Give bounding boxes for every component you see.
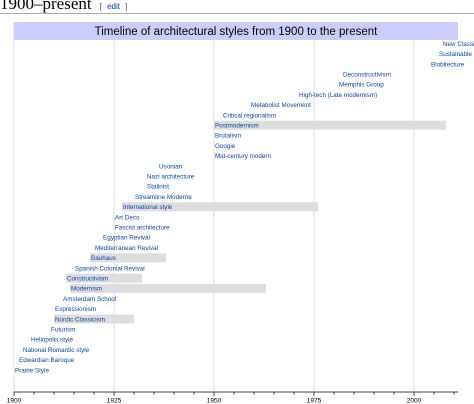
style-label-expressionism[interactable]: Expressionism — [55, 306, 96, 313]
edit-link[interactable]: edit — [107, 2, 120, 11]
section-heading: 1900–present [ edit ] — [0, 0, 128, 13]
tick-label-1900: 1900 — [7, 398, 22, 404]
style-label-spanish-colonial-revival[interactable]: Spanish Colonial Revival — [75, 265, 145, 272]
style-label-edwardian-baroque[interactable]: Edwardian Baroque — [19, 357, 75, 364]
style-label-critical-regionalism[interactable]: Critical regionalism — [223, 112, 276, 119]
style-label-blobitecture[interactable]: Blobitecture — [431, 61, 465, 68]
duration-bar-postmodernism — [214, 120, 446, 130]
title-band-layer: Timeline of architectural styles from 19… — [14, 22, 458, 40]
style-label-postmodernism[interactable]: Postmodernism — [215, 123, 259, 130]
style-label-nordic-classicism[interactable]: Nordic Classicism — [55, 316, 105, 323]
style-label-national-romantic-style[interactable]: National Romantic style — [23, 347, 90, 354]
style-label-futurism[interactable]: Futurism — [51, 327, 76, 334]
style-label-brutalism[interactable]: Brutalism — [215, 133, 241, 140]
style-label-constructivism[interactable]: Constructivism — [67, 276, 108, 283]
style-label-modernism[interactable]: Modernism — [71, 286, 102, 293]
style-label-new-classical[interactable]: New Classical — [443, 41, 474, 48]
style-label-usonian[interactable]: Usonian — [159, 163, 183, 170]
tick-label-1950: 1950 — [207, 398, 222, 404]
tick-label-1925: 1925 — [107, 398, 122, 404]
duration-bar-constructivism — [66, 273, 142, 283]
style-label-fascist-architecture[interactable]: Fascist architecture — [115, 225, 170, 232]
duration-bar-bauhaus — [90, 253, 166, 263]
section-title: 1900–present — [0, 0, 92, 13]
chart-title-band — [14, 22, 458, 40]
style-label-layer: Prairie Style Edwardian Baroque National R… — [15, 41, 474, 374]
style-label-amsterdam-school[interactable]: Amsterdam School — [63, 296, 116, 303]
duration-bar-layer — [54, 120, 446, 324]
style-label-egyptian-revival[interactable]: Egyptian Revival — [103, 235, 150, 242]
style-label-mid-century-modern[interactable]: Mid-century modern — [215, 153, 271, 160]
style-label-nazi-architecture[interactable]: Nazi architecture — [147, 174, 195, 181]
style-label-stalinist[interactable]: Stalinist — [147, 184, 169, 191]
tick-label-2000: 2000 — [407, 398, 422, 404]
style-label-heliopolis-style[interactable]: Heliopolis style — [31, 337, 73, 344]
style-label-metabolist-movement[interactable]: Metabolist Movement — [251, 102, 311, 109]
style-label-memphis-group[interactable]: Memphis Group — [339, 82, 384, 89]
style-label-art-deco[interactable]: Art Deco — [115, 214, 140, 221]
style-label-bauhaus[interactable]: Bauhaus — [91, 255, 116, 262]
style-label-international-style[interactable]: International style — [123, 204, 173, 211]
style-label-streamline-moderne[interactable]: Streamline Moderne — [135, 194, 192, 201]
x-axis: 1900 1925 1950 1975 2000 — [7, 391, 458, 404]
style-label-mediterranean-revival[interactable]: Mediterranean Revival — [95, 245, 158, 252]
style-label-googie[interactable]: Googie — [215, 143, 236, 150]
heading-divider — [0, 13, 474, 14]
tick-label-1975: 1975 — [307, 398, 322, 404]
duration-bar-modernism — [70, 283, 266, 293]
style-label-sustainable[interactable]: Sustainable — [439, 51, 472, 58]
duration-bar-nordic-classicism — [54, 314, 134, 324]
edit-bracket-close: ] — [125, 2, 128, 11]
style-label-high-tech-late-modernism[interactable]: High-tech (Late modernism) — [299, 92, 377, 99]
edit-bracket-open: [ — [99, 2, 102, 11]
style-label-deconstructivism[interactable]: Deconstructivism — [343, 72, 391, 79]
style-label-prairie-style[interactable]: Prairie Style — [15, 367, 49, 374]
edit-section: [ edit ] — [100, 2, 128, 11]
chart-title: Timeline of architectural styles from 19… — [95, 26, 379, 38]
duration-bar-international-style — [122, 202, 318, 212]
